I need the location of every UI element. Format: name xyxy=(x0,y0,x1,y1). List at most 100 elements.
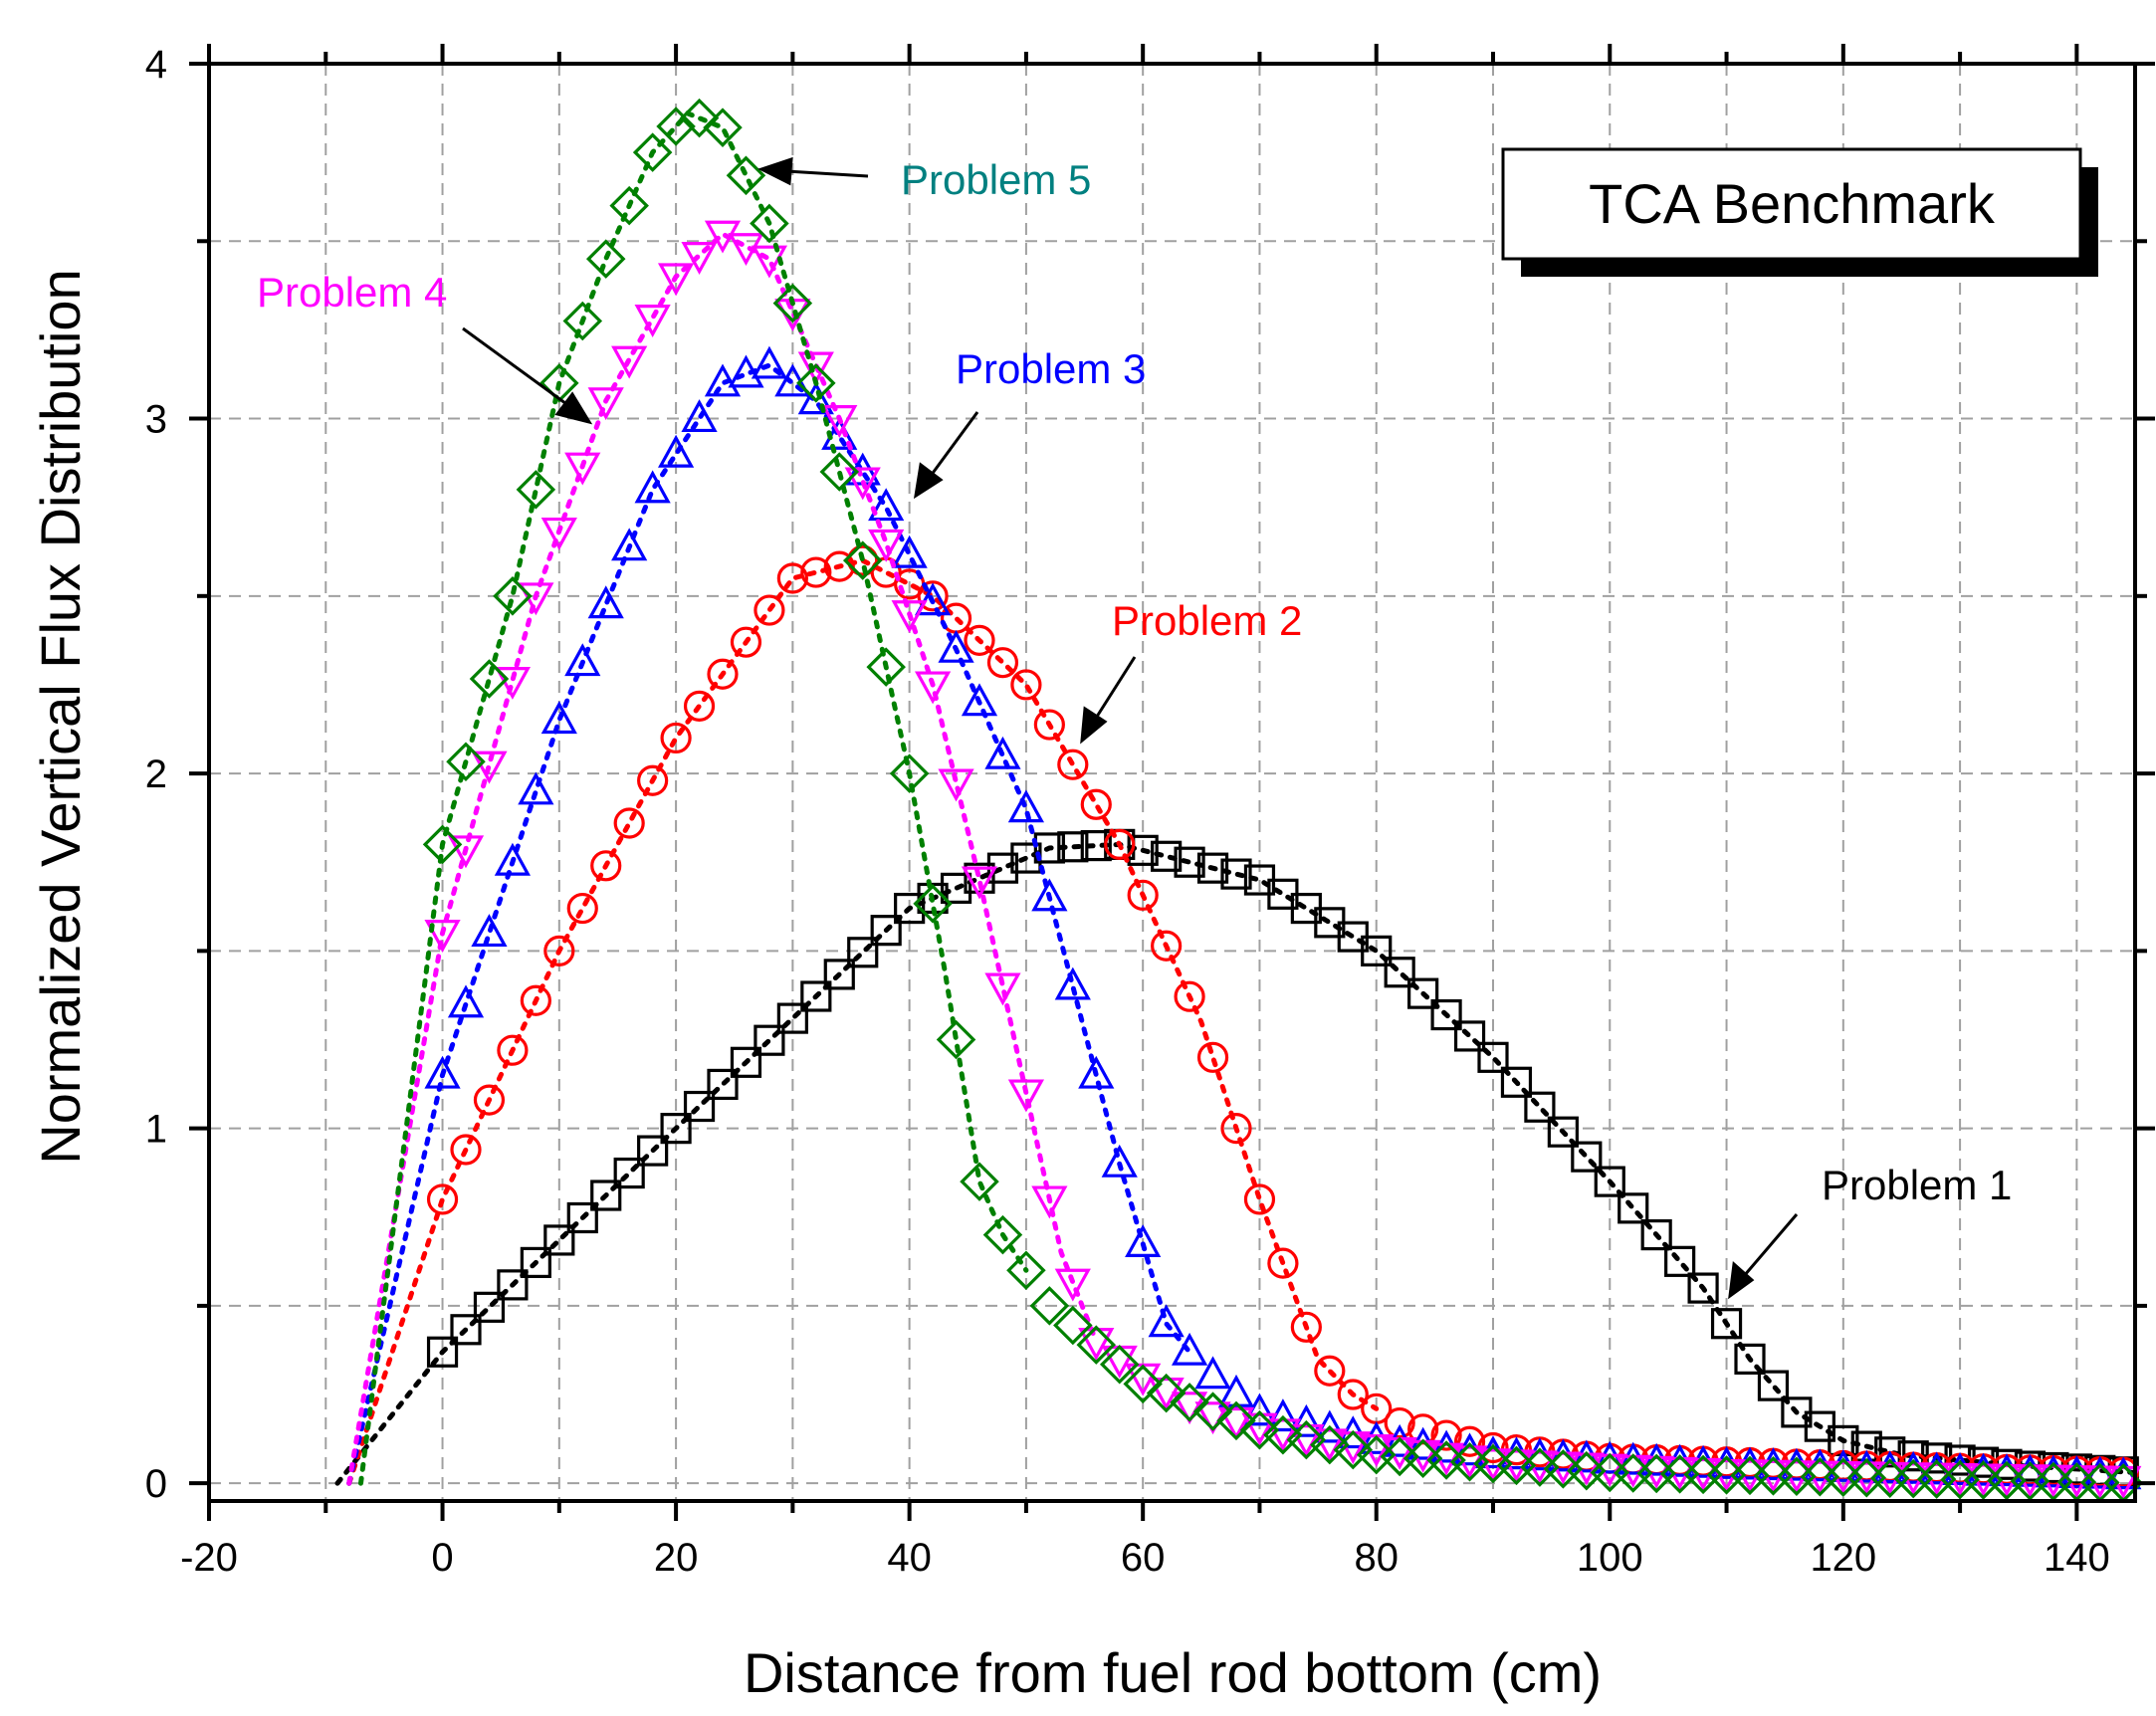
data-point xyxy=(1192,1392,1233,1431)
data-point xyxy=(1594,1166,1625,1197)
data-point xyxy=(637,1135,669,1167)
data-point xyxy=(938,768,974,802)
data-point xyxy=(1125,1224,1162,1258)
data-point xyxy=(960,1162,999,1201)
series-fit-line xyxy=(334,841,2138,1486)
data-point xyxy=(1196,1041,1229,1073)
data-point xyxy=(1477,1041,1509,1073)
data-point xyxy=(796,363,836,403)
data-point xyxy=(1239,1409,1280,1450)
data-point xyxy=(823,959,855,990)
data-point xyxy=(1314,1355,1346,1387)
data-point xyxy=(776,1002,808,1034)
data-point xyxy=(889,753,930,793)
data-point xyxy=(493,576,533,616)
data-point xyxy=(590,1180,622,1211)
data-point xyxy=(1217,1406,1255,1440)
x-tick-label: 20 xyxy=(654,1536,699,1580)
data-point xyxy=(1286,1419,1327,1460)
data-point xyxy=(446,742,486,781)
data-point xyxy=(1054,966,1091,1000)
data-point xyxy=(894,892,926,925)
data-point xyxy=(566,1201,598,1234)
data-point xyxy=(1033,832,1065,864)
data-point xyxy=(1196,852,1229,884)
data-point xyxy=(1174,980,1205,1012)
data-point xyxy=(1194,1356,1231,1390)
data-point xyxy=(447,835,485,869)
data-point xyxy=(1290,1311,1322,1343)
arrows xyxy=(462,156,1799,1300)
data-point xyxy=(1547,1116,1579,1148)
data-point xyxy=(754,594,785,626)
data-point xyxy=(1216,1400,1256,1441)
data-point xyxy=(936,1019,976,1060)
data-point xyxy=(590,850,622,882)
data-point xyxy=(797,351,834,385)
data-point xyxy=(1217,1374,1255,1407)
data-point xyxy=(424,920,461,953)
y-tick-label: 3 xyxy=(145,398,167,442)
data-point xyxy=(497,1034,529,1066)
data-point xyxy=(1263,1414,1303,1455)
y-tick-label: 4 xyxy=(145,43,167,87)
data-point xyxy=(821,405,858,438)
data-point xyxy=(469,659,510,699)
data-point xyxy=(497,1269,529,1301)
data-point xyxy=(566,892,598,925)
data-point xyxy=(751,345,788,379)
data-point xyxy=(1617,1192,1649,1224)
data-point xyxy=(1057,749,1089,780)
data-point xyxy=(1384,1406,1415,1439)
y-axis-title: Normalized Vertical Flux Distribution xyxy=(29,269,92,1164)
data-point xyxy=(868,529,905,562)
data-point xyxy=(707,658,739,690)
data-point xyxy=(940,872,972,904)
data-point xyxy=(637,764,669,796)
data-point xyxy=(1174,846,1205,878)
data-point xyxy=(842,540,883,580)
data-point xyxy=(516,470,556,510)
data-point xyxy=(1407,977,1439,1009)
data-point xyxy=(1054,1268,1091,1302)
data-point xyxy=(473,1291,506,1323)
annotation-problem-2: Problem 2 xyxy=(1112,597,1302,644)
data-point xyxy=(866,647,906,687)
annotations: Problem 5 Problem 4 Problem 3 Problem 2 … xyxy=(257,156,2012,1300)
data-point xyxy=(613,1157,645,1189)
data-point xyxy=(1874,1436,1906,1468)
data-point xyxy=(1080,788,1112,820)
data-point xyxy=(730,1046,762,1078)
data-point xyxy=(847,937,879,968)
data-point xyxy=(564,452,601,486)
data-point xyxy=(1031,878,1068,912)
data-point xyxy=(1333,1429,1374,1470)
data-point xyxy=(520,984,551,1016)
data-point xyxy=(1310,1424,1350,1465)
data-point xyxy=(681,399,718,433)
data-point xyxy=(1453,1020,1486,1052)
data-point xyxy=(914,582,952,616)
data-point xyxy=(543,1224,575,1256)
data-point xyxy=(1171,1332,1208,1366)
data-point xyxy=(632,132,673,172)
data-point xyxy=(870,915,902,947)
data-point xyxy=(984,736,1021,769)
data-point xyxy=(1757,1370,1790,1401)
y-tick-label: 0 xyxy=(145,1462,167,1506)
data-point xyxy=(891,535,928,568)
data-point xyxy=(1010,669,1042,701)
data-point xyxy=(986,647,1019,679)
series-fit-line xyxy=(358,109,1029,1486)
data-point xyxy=(426,1336,459,1368)
data-point xyxy=(1127,834,1159,866)
annotation-problem-1: Problem 1 xyxy=(1822,1162,2012,1208)
grid xyxy=(209,64,2135,1501)
data-point xyxy=(868,488,905,522)
data-point xyxy=(726,155,766,196)
data-point xyxy=(1127,879,1159,911)
data-point xyxy=(754,1024,785,1056)
chart-title: TCA Benchmark xyxy=(1589,172,1996,235)
data-point xyxy=(703,107,743,147)
data-point xyxy=(819,452,860,492)
